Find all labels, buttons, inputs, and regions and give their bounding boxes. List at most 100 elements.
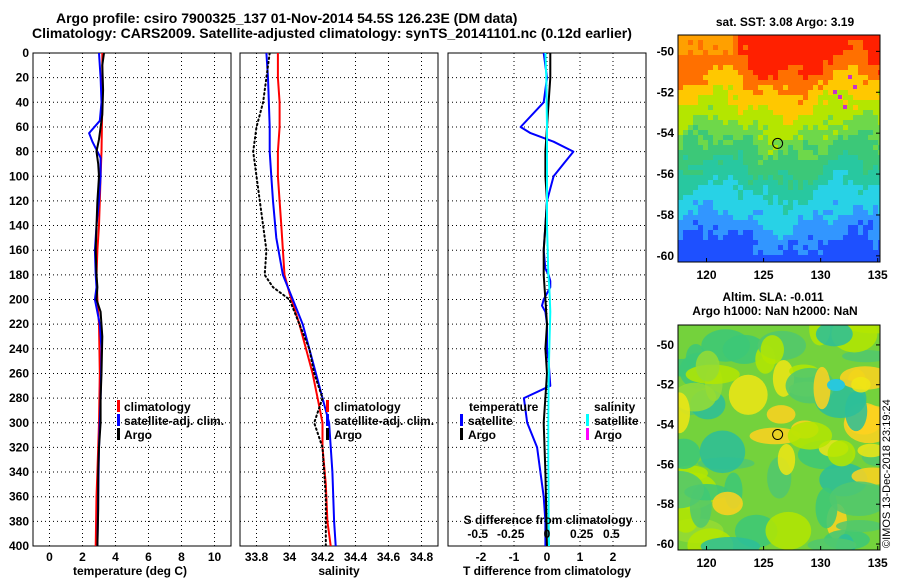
sst-map-cell	[738, 50, 743, 55]
sst-map-cell	[848, 185, 853, 190]
sst-map-cell	[783, 100, 788, 105]
sst-map-cell	[728, 145, 733, 150]
sst-map-cell	[808, 235, 813, 240]
sst-map-cell	[728, 165, 733, 170]
sst-map-cell	[853, 50, 858, 55]
sst-map-cell	[798, 220, 803, 225]
sst-map-cell	[813, 205, 818, 210]
y-tick-label: 220	[9, 317, 29, 331]
sst-map-cell	[828, 150, 833, 155]
sst-map-cell	[783, 115, 788, 120]
sst-map-cell	[808, 255, 813, 260]
sst-map-cell	[828, 140, 833, 145]
sst-map-cell	[863, 180, 868, 185]
sst-map-cell	[768, 60, 773, 65]
sst-map-cell	[833, 250, 838, 255]
sst-map-cell	[743, 225, 748, 230]
sst-map-cell	[778, 125, 783, 130]
sst-map-cell	[678, 40, 683, 45]
difference-legend: temperature satellite Argo salinity sate…	[460, 400, 639, 442]
sst-map-cell	[738, 255, 743, 260]
x-tick-label: 34.8	[410, 550, 434, 564]
sst-map-cell	[858, 45, 863, 50]
sst-map-cell	[708, 35, 713, 40]
sst-map-cell	[853, 225, 858, 230]
sst-map-cell	[773, 90, 778, 95]
sst-map-cell	[793, 125, 798, 130]
sst-map-image	[678, 35, 880, 262]
sst-map-cell	[738, 260, 743, 262]
sst-map-cell	[763, 140, 768, 145]
sst-map-cell	[728, 180, 733, 185]
sst-map-cell	[788, 235, 793, 240]
y-tick-label: 300	[9, 416, 29, 430]
sst-map-cell	[803, 195, 808, 200]
sst-map-cell	[788, 125, 793, 130]
sst-map-cell	[703, 50, 708, 55]
sst-map-cell	[768, 225, 773, 230]
sst-map-cell	[833, 255, 838, 260]
sst-map-cell	[743, 90, 748, 95]
sst-map-cell	[808, 165, 813, 170]
sst-map-cell	[778, 105, 783, 110]
sst-map-cell	[788, 255, 793, 260]
legend-sal-satellite-swatch	[586, 414, 589, 426]
sst-map-cell	[873, 140, 878, 145]
sst-map-cell	[753, 105, 758, 110]
sst-map-cell	[853, 110, 858, 115]
sst-map-cell	[778, 60, 783, 65]
sst-map-cell	[693, 225, 698, 230]
sst-map-cell	[838, 125, 843, 130]
sst-map-cell	[718, 215, 723, 220]
sst-map-cell	[863, 185, 868, 190]
sla-map-blob	[813, 366, 831, 410]
sst-map-cell	[793, 135, 798, 140]
y-tick-label: 100	[9, 169, 29, 183]
sst-map-cell	[723, 150, 728, 155]
sst-map-cell	[873, 40, 878, 45]
sst-map-cell	[838, 220, 843, 225]
sst-map-cell	[808, 40, 813, 45]
sst-map-cell	[703, 45, 708, 50]
sst-map-cell	[738, 80, 743, 85]
sst-map-cell	[848, 170, 853, 175]
sst-map-cell	[753, 245, 758, 250]
sst-map-cell	[763, 55, 768, 60]
sst-map-cell	[793, 240, 798, 245]
sla-map-blob	[678, 438, 701, 469]
sst-map-cell	[743, 135, 748, 140]
sst-map-cell	[728, 45, 733, 50]
sst-map-cell	[678, 230, 683, 235]
sst-map-cell	[778, 55, 783, 60]
sst-map-cell	[763, 60, 768, 65]
sst-map-cell	[833, 95, 838, 100]
sst-map-cell	[868, 90, 873, 95]
sst-map-cell	[843, 50, 848, 55]
sst-map-cell	[858, 145, 863, 150]
series-line-salinity-satellite	[544, 53, 552, 546]
sst-map-cell	[788, 120, 793, 125]
sst-map-cell	[703, 70, 708, 75]
sst-map-cell	[803, 215, 808, 220]
sst-map-cell	[728, 130, 733, 135]
sst-map-cell	[823, 80, 828, 85]
sst-map-cell	[713, 145, 718, 150]
sst-map-cell	[773, 65, 778, 70]
sst-map-cell	[808, 150, 813, 155]
sst-map-cell	[878, 195, 880, 200]
sst-map-cell	[688, 190, 693, 195]
sst-map-cell	[718, 125, 723, 130]
legend-temp-satellite-swatch	[460, 414, 463, 426]
sst-map-cell	[708, 115, 713, 120]
sst-map-cell	[728, 185, 733, 190]
temperature-grid	[33, 52, 231, 547]
sst-map-cell	[738, 200, 743, 205]
sst-map-cell	[698, 205, 703, 210]
sst-map-cell	[838, 120, 843, 125]
sst-map-cell	[748, 260, 753, 262]
sst-map-cell	[748, 60, 753, 65]
sst-map-cell	[708, 235, 713, 240]
sst-map-cell	[803, 45, 808, 50]
sst-map-cell	[863, 105, 868, 110]
sst-map-cell	[708, 65, 713, 70]
